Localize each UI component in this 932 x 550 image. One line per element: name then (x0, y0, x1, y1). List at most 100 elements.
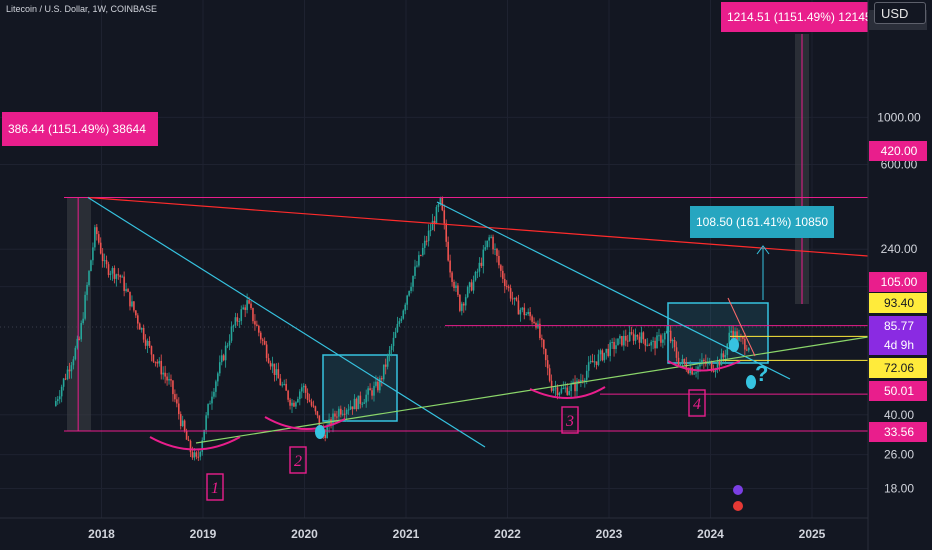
candle-body (541, 338, 543, 340)
price-label-bg (869, 381, 927, 401)
candle-body (642, 332, 645, 340)
candle-body (392, 337, 395, 347)
candle-body (658, 335, 660, 337)
candle-body (324, 434, 326, 439)
candle-body (369, 388, 371, 391)
time-axis: 2018 2019 2020 2021 2022 2023 2024 2025 (0, 517, 932, 550)
candle-body (195, 452, 198, 457)
candle-body (525, 314, 528, 316)
candle-body (574, 381, 576, 392)
y-tick-label: 240.00 (881, 242, 918, 256)
candle-body (624, 335, 627, 341)
candle-body (650, 341, 652, 346)
candle-body (447, 241, 449, 261)
x-tick-label: 2023 (596, 527, 623, 541)
candle-body (412, 275, 414, 287)
candle-body (172, 380, 174, 395)
event-icon-2 (733, 501, 743, 511)
candle-body (377, 381, 379, 391)
candle-body (121, 276, 123, 278)
candle-body (539, 323, 541, 339)
candle-body (585, 370, 588, 380)
candle-body (82, 318, 84, 324)
measure-label-3-bg (690, 206, 834, 238)
candle-body (105, 260, 108, 265)
candle-body (199, 451, 202, 457)
candle-body (293, 402, 295, 407)
currency-button[interactable]: USD (874, 2, 926, 24)
candle-body (74, 347, 77, 360)
candle-body (685, 363, 688, 370)
candle-body (357, 395, 360, 410)
candle-body (529, 311, 531, 317)
candle-body (158, 360, 161, 364)
candle-body (78, 338, 81, 340)
price-label-4d-9h: 4d 9h (869, 335, 927, 355)
candle-body (394, 332, 397, 338)
candle-body (543, 339, 545, 349)
candle-body (703, 359, 705, 362)
candle-body (687, 369, 690, 374)
candle-body (408, 290, 410, 296)
candle-body (267, 358, 270, 363)
red-resistance-line (87, 196, 869, 257)
candle-body (619, 336, 621, 339)
candle-body (660, 335, 662, 343)
candle-body (638, 336, 641, 343)
candle-body (191, 452, 194, 458)
price-label-bg (869, 272, 927, 292)
price-label-text: 50.01 (884, 384, 914, 398)
candle-body (507, 286, 510, 289)
measure-label-1-text: 386.44 (1151.49%) 38644 (8, 122, 146, 136)
cycle-label-2: 2 (289, 446, 307, 474)
candle-body (179, 414, 182, 426)
candle-body (712, 370, 715, 372)
candle-body (207, 404, 209, 416)
candle-body (554, 387, 557, 389)
candle-body (414, 266, 416, 276)
measure-label-1-bg (2, 112, 158, 146)
candle-body (380, 378, 383, 380)
candle-body (62, 378, 65, 387)
candle-body (691, 367, 693, 375)
candle-body (595, 361, 598, 365)
candle-body (636, 334, 639, 337)
candle-body (562, 388, 565, 390)
candle-body (176, 399, 178, 404)
candle-body (527, 311, 529, 315)
cycle-arc-1 (149, 436, 241, 451)
candle-body (242, 307, 245, 310)
candle-body (334, 413, 336, 417)
candle-body (459, 294, 461, 311)
candle-body (433, 220, 436, 224)
candle-body (66, 369, 69, 379)
candle-body (589, 360, 592, 363)
candle-body (345, 410, 348, 415)
candle-body (449, 260, 451, 273)
consolidation-boxes (322, 302, 769, 422)
candle-body (734, 331, 736, 340)
candle-body (505, 286, 508, 288)
candle-body (160, 360, 163, 375)
cyan-target-arrowhead (756, 245, 770, 255)
candle-body (347, 409, 350, 411)
candle-body (445, 223, 448, 242)
candle-body (386, 355, 389, 367)
candle-body (398, 321, 401, 324)
candle-body (744, 338, 746, 350)
price-label-text: 4d 9h (884, 338, 914, 352)
price-label-text: 93.40 (884, 296, 914, 310)
candle-body (256, 324, 258, 326)
candle-body (603, 352, 606, 361)
candle-body (308, 399, 311, 402)
candle-body (146, 340, 149, 346)
price-label-105-00: 105.00 (869, 272, 927, 292)
candle-body (297, 399, 299, 403)
candle-body (70, 365, 73, 372)
candle-body (519, 309, 522, 315)
candle-body (304, 385, 307, 393)
candle-body (183, 420, 186, 432)
candle-body (402, 310, 405, 319)
